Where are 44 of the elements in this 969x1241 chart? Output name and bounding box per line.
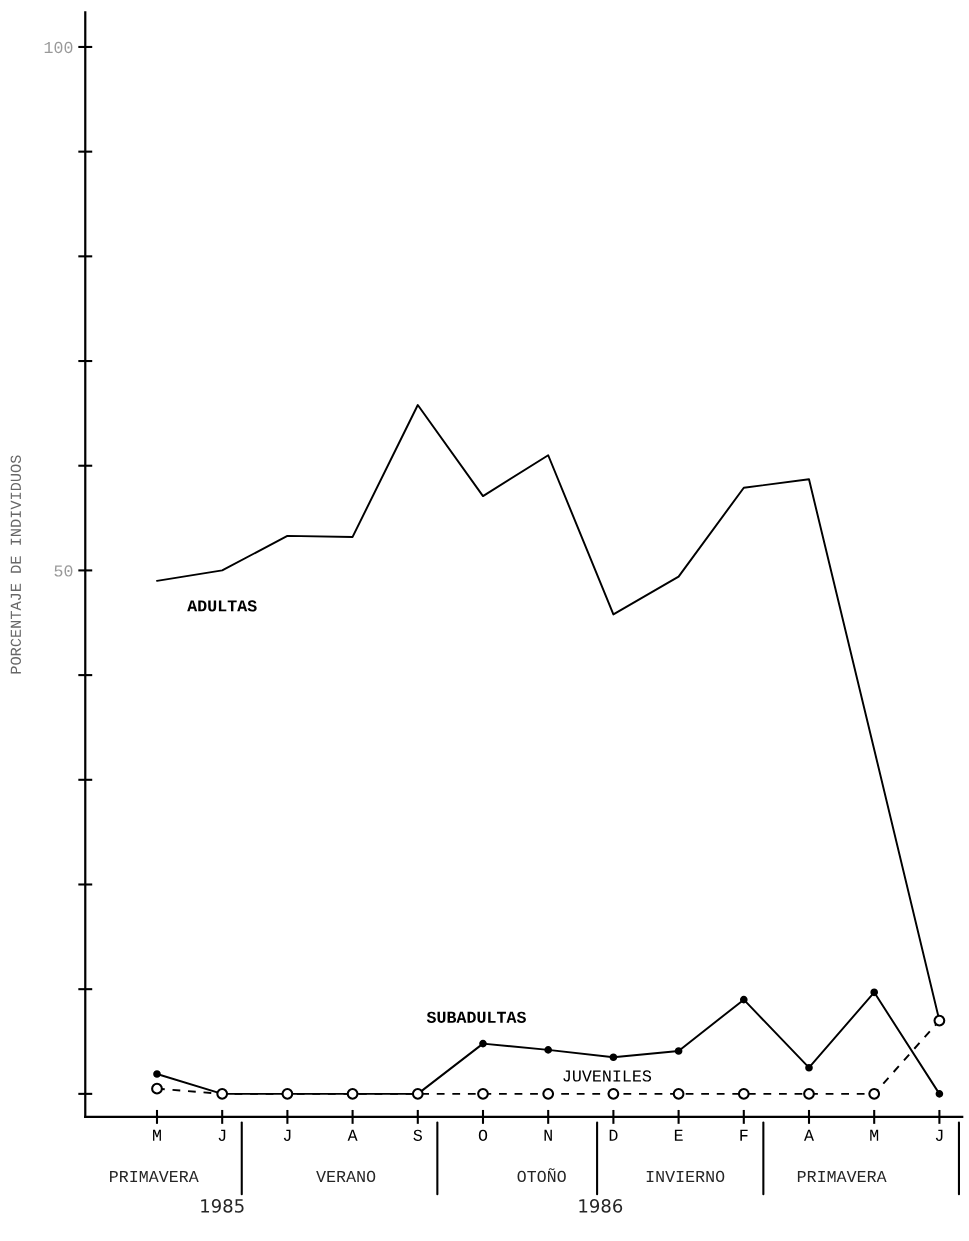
x-tick-label: J [283,1129,291,1141]
point [868,1087,881,1100]
point [739,995,748,1004]
point [805,1063,813,1072]
y-tick-label: 100 [44,41,73,54]
x-tick-label: J [935,1129,943,1141]
text: VERANO [316,1170,376,1183]
x-tick-label: M [870,1129,879,1141]
series-label: JUVENILES [563,1070,652,1082]
text: 1986 [579,1199,623,1213]
x-tick-label: M [153,1129,161,1141]
point [151,1082,163,1095]
point [935,1090,944,1098]
x-tick-label: S [413,1129,422,1141]
x-tick-label: O [478,1129,488,1141]
x-tick-label: D [609,1129,618,1141]
x-tick-label: N [544,1129,552,1141]
point [672,1087,685,1100]
x-tick-label: F [740,1129,748,1141]
x-tick-label: E [674,1129,683,1141]
point [477,1087,489,1100]
y-tick-label: 50 [54,565,73,577]
point [607,1087,620,1100]
x-tick-label: A [803,1129,814,1141]
text: OTOÑO [517,1168,566,1183]
text: PRIMAVERA [110,1170,199,1182]
text: 1985 [201,1199,244,1213]
series-label: SUBADULTAS [426,1011,526,1023]
point [544,1046,553,1054]
point [870,988,879,997]
point [153,1070,161,1078]
x-tick-label: J [218,1129,226,1141]
point [803,1087,815,1100]
point [479,1039,487,1048]
x-tick-label: A [347,1129,358,1141]
y-axis-title: PORCENTAJE DE INDIVIDUOS [10,455,21,674]
point [542,1087,555,1100]
text: PRIMAVERA [797,1170,887,1182]
text: INVIERNO [646,1170,725,1183]
point [933,1014,946,1027]
point [737,1087,750,1100]
point [674,1047,683,1055]
series-label: ADULTAS [187,600,257,612]
point [609,1053,618,1062]
